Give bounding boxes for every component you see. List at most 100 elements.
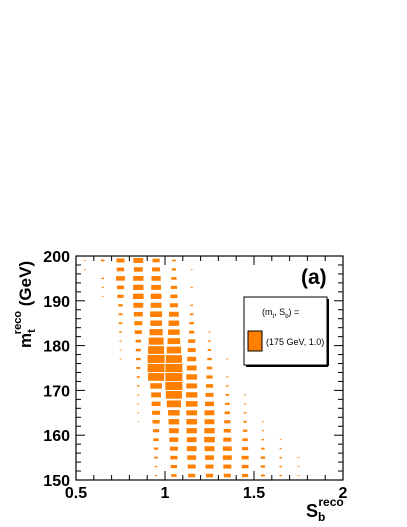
heatmap-bin-69 <box>168 320 180 326</box>
heatmap-bin-161 <box>297 457 300 459</box>
heatmap-bin-134 <box>223 437 232 442</box>
heatmap-bin-100 <box>185 400 199 408</box>
heatmap-bin-147 <box>241 464 249 469</box>
y-tick-label-2: 170 <box>43 383 70 400</box>
heatmap-bin-43 <box>149 310 163 318</box>
heatmap-bin-74 <box>164 363 184 373</box>
heatmap-bin-158 <box>279 456 283 459</box>
heatmap-bin-97 <box>186 374 198 380</box>
heatmap-bin-23 <box>133 302 144 308</box>
heatmap-bin-146 <box>241 455 249 460</box>
x-axis-title: Sbreco <box>306 495 344 524</box>
x-axis-title-sup: reco <box>318 495 343 509</box>
heatmap-bin-128 <box>225 385 229 387</box>
heatmap-bin-71 <box>166 337 181 345</box>
heatmap-bin-77 <box>165 390 183 400</box>
heatmap-bin-59 <box>154 456 158 459</box>
heatmap-bin-61 <box>155 474 158 477</box>
heatmap-bin-127 <box>226 376 229 378</box>
legend-entry-label: (175 GeV, 1.0) <box>266 337 324 347</box>
heatmap-bin-125 <box>205 473 214 478</box>
heatmap-bin-22 <box>132 293 144 300</box>
heatmap-bin-150 <box>261 430 264 432</box>
heatmap-bin-20 <box>132 275 145 282</box>
heatmap-bin-160 <box>279 474 283 477</box>
heatmap-bin-82 <box>169 437 179 442</box>
heatmap-bin-42 <box>149 301 163 309</box>
panel-label: (a) <box>301 266 327 289</box>
y-axis-title: mtreco (GeV) <box>12 261 38 348</box>
heatmap-bin-0 <box>84 260 86 261</box>
heatmap-bin-29 <box>136 357 141 361</box>
legend-header-sub1: t <box>273 314 275 320</box>
x-tick-label-1: 1 <box>161 485 170 502</box>
heatmap-bin-75 <box>164 372 184 382</box>
heatmap-bin-105 <box>186 446 197 452</box>
heatmap-bin-126 <box>226 358 229 360</box>
heatmap-bin-39 <box>151 276 161 281</box>
heatmap-bin-106 <box>187 455 197 460</box>
legend-header: (mt, Sb) = <box>262 307 299 320</box>
heatmap-bin-52 <box>151 392 161 398</box>
y-tick-label-4: 190 <box>43 294 70 311</box>
heatmap-bin-47 <box>147 345 165 355</box>
heatmap-bin-66 <box>170 294 178 299</box>
heatmap-bin-17 <box>119 358 122 360</box>
heatmap-bin-143 <box>242 429 248 432</box>
heatmap-bin-163 <box>297 475 300 476</box>
heatmap-bin-138 <box>223 473 231 478</box>
heatmap-bin-33 <box>137 394 140 396</box>
heatmap-bin-41 <box>150 293 162 300</box>
legend-header-comma: , S <box>274 307 285 317</box>
heatmap-bin-30 <box>136 367 141 369</box>
heatmap-bin-132 <box>224 420 231 424</box>
heatmap-bin-117 <box>205 401 214 407</box>
heatmap-bin-80 <box>168 419 180 425</box>
heatmap-bin-70 <box>167 328 181 336</box>
heatmap-bin-119 <box>204 419 215 425</box>
heatmap-bin-54 <box>152 410 161 415</box>
heatmap-bin-21 <box>133 284 144 290</box>
heatmap-bin-162 <box>297 466 300 468</box>
heatmap-bin-25 <box>134 321 143 326</box>
heatmap-bin-110 <box>208 340 211 342</box>
heatmap-bin-31 <box>136 376 140 378</box>
heatmap-bin-36 <box>137 421 140 423</box>
heatmap-bin-91 <box>189 322 194 325</box>
heatmap-bin-49 <box>146 363 166 373</box>
heatmap-bin-60 <box>154 465 158 468</box>
legend-swatch <box>247 330 263 352</box>
heatmap-bin-152 <box>261 447 265 450</box>
heatmap-bin-151 <box>261 439 265 441</box>
heatmap-bin-87 <box>190 268 193 270</box>
heatmap-bin-37 <box>152 258 160 263</box>
heatmap-bin-102 <box>186 419 198 425</box>
y-axis-title-main: m <box>16 333 35 348</box>
heatmap-bin-108 <box>188 473 196 478</box>
heatmap-bin-123 <box>205 455 214 460</box>
heatmap-bin-78 <box>165 399 182 409</box>
heatmap-bin-118 <box>204 410 215 416</box>
heatmap-bin-115 <box>205 384 214 388</box>
heatmap-bin-103 <box>186 428 197 434</box>
x-tick-label-2: 1.5 <box>243 485 265 502</box>
y-axis-title-sup: reco <box>12 311 24 335</box>
heatmap-bin-144 <box>242 438 248 442</box>
heatmap-bin-27 <box>135 339 141 343</box>
x-axis-title-main: S <box>306 501 318 521</box>
heatmap-bin-40 <box>151 284 161 290</box>
heatmap-bin-7 <box>116 267 125 272</box>
heatmap-bin-99 <box>185 391 199 399</box>
y-axis-title-unit: (GeV) <box>16 261 35 311</box>
heatmap-bin-129 <box>225 393 230 396</box>
heatmap-bin-4 <box>101 286 104 288</box>
plot-frame <box>75 255 344 481</box>
heatmap-bin-121 <box>204 436 215 443</box>
heatmap-bin-1 <box>84 268 86 270</box>
heatmap-bin-15 <box>119 340 122 342</box>
heatmap-bin-98 <box>185 382 198 390</box>
heatmap-bin-107 <box>187 464 196 469</box>
heatmap-bin-96 <box>186 365 197 371</box>
heatmap-bin-67 <box>169 303 178 308</box>
